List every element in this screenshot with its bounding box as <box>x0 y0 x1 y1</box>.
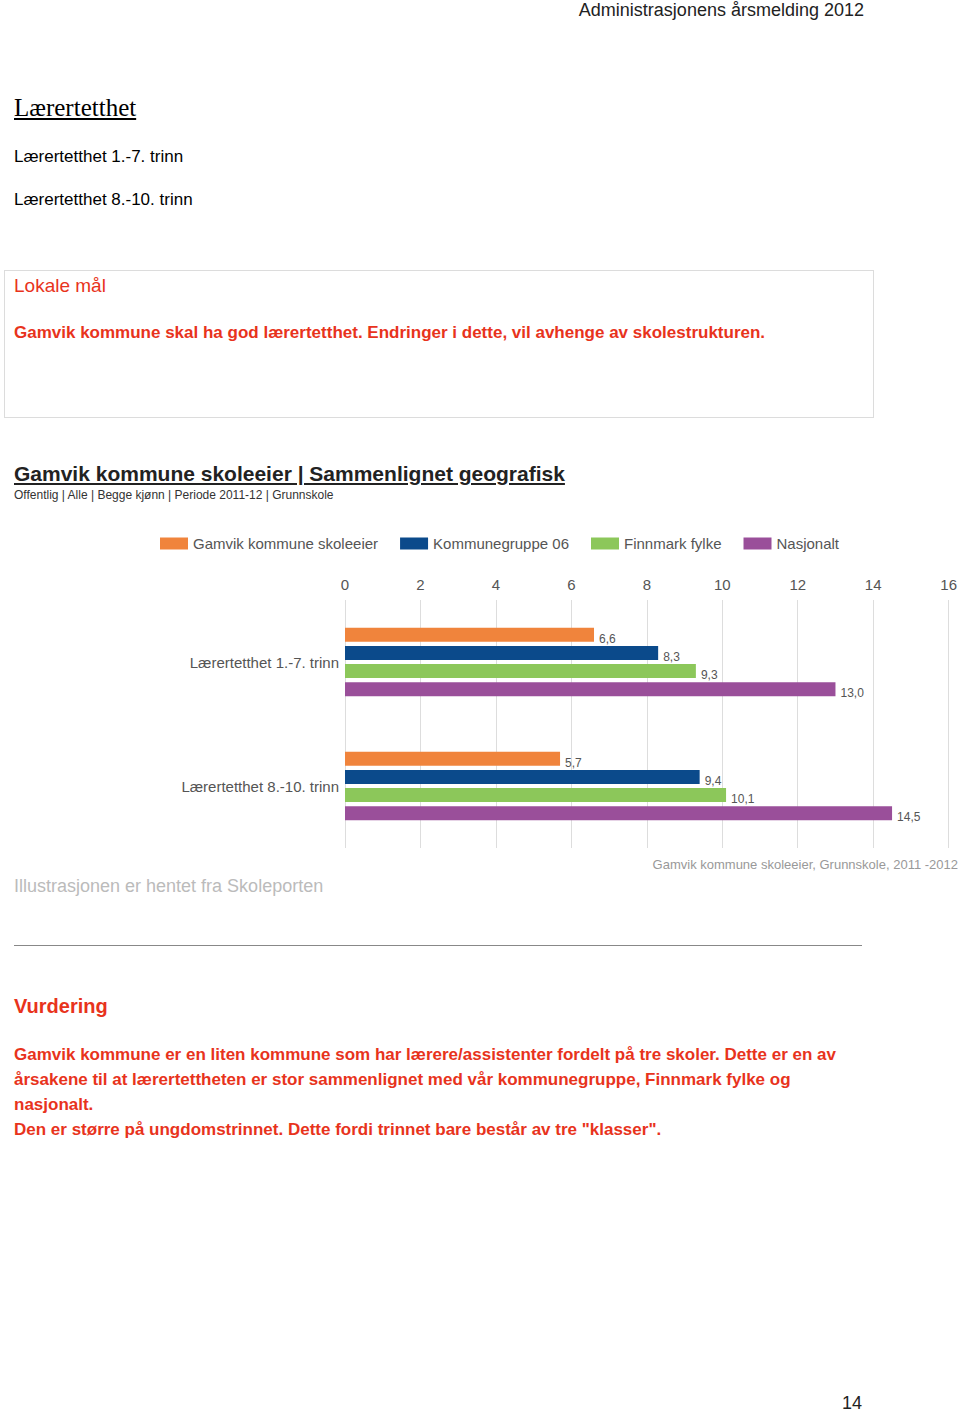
svg-text:6: 6 <box>567 576 575 593</box>
svg-text:Kommunegruppe 06: Kommunegruppe 06 <box>433 535 569 552</box>
svg-text:Lærertetthet 8.-10. trinn: Lærertetthet 8.-10. trinn <box>181 778 339 795</box>
html-text:Illustrasjonen er hentet fra S: Illustrasjonen er hentet fra Skoleporten <box>14 876 324 896</box>
svg-text:10: 10 <box>714 576 731 593</box>
svg-text:10,1: 10,1 <box>731 792 755 806</box>
html-text:Gamvik kommune skoleeier, Grun: Gamvik kommune skoleeier, Grunnskole, 20… <box>652 857 958 872</box>
svg-text:Nasjonalt: Nasjonalt <box>777 535 840 552</box>
html-text:Den er større på ungdomstrinne: Den er større på ungdomstrinnet. Dette f… <box>14 1120 662 1139</box>
html-text:14: 14 <box>842 1393 862 1413</box>
svg-text:9,4: 9,4 <box>705 774 722 788</box>
html-text:Gamvik kommune er en liten kom: Gamvik kommune er en liten kommune som h… <box>14 1045 836 1114</box>
svg-text:13,0: 13,0 <box>840 686 864 700</box>
svg-text:2: 2 <box>416 576 424 593</box>
html-text:Vurdering: Vurdering <box>14 995 108 1017</box>
svg-text:8,3: 8,3 <box>663 650 680 664</box>
html-text:Gamvik kommune skoleeier | Sam: Gamvik kommune skoleeier | Sammenlignet … <box>14 462 565 485</box>
html-text:Lærertetthet 1.-7. trinn: Lærertetthet 1.-7. trinn <box>14 147 184 166</box>
svg-text:Gamvik kommune skoleeier: Gamvik kommune skoleeier <box>193 535 378 552</box>
svg-text:14: 14 <box>865 576 882 593</box>
html-text:Lærertetthet: Lærertetthet <box>14 94 137 121</box>
svg-text:8: 8 <box>643 576 651 593</box>
svg-text:12: 12 <box>789 576 806 593</box>
svg-text:9,3: 9,3 <box>701 668 718 682</box>
html-text:Lærertetthet 8.-10. trinn: Lærertetthet 8.-10. trinn <box>14 190 193 209</box>
html-text:Offentlig | Alle | Begge kjønn: Offentlig | Alle | Begge kjønn | Periode… <box>14 488 334 502</box>
svg-text:16: 16 <box>940 576 957 593</box>
svg-text:4: 4 <box>492 576 500 593</box>
html-text:Gamvik kommune skal ha god lær: Gamvik kommune skal ha god lærertetthet.… <box>14 323 766 342</box>
svg-text:Finnmark fylke: Finnmark fylke <box>624 535 722 552</box>
svg-text:6,6: 6,6 <box>599 632 616 646</box>
svg-text:Lærertetthet 1.-7. trinn: Lærertetthet 1.-7. trinn <box>190 654 339 671</box>
html-text:Administrasjonens årsmelding 2: Administrasjonens årsmelding 2012 <box>578 0 864 20</box>
html-text:Lokale mål: Lokale mål <box>14 275 106 296</box>
svg-text:0: 0 <box>341 576 349 593</box>
svg-text:5,7: 5,7 <box>565 756 582 770</box>
svg-text:14,5: 14,5 <box>897 810 921 824</box>
